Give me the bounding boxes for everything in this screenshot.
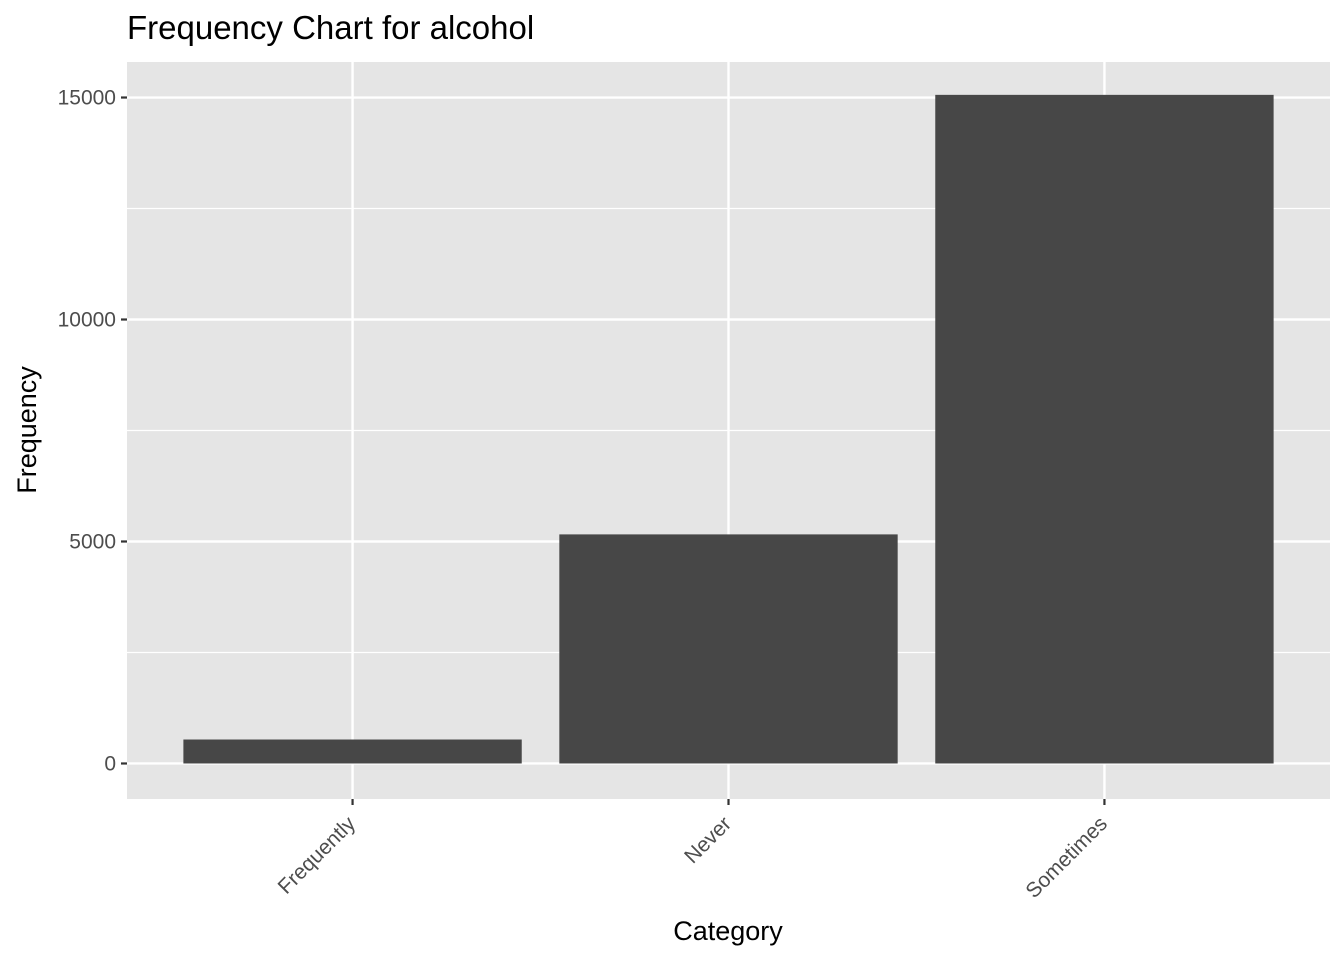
bar-sometimes [935,94,1274,764]
y-axis: 0 5000 10000 15000 [58,87,127,775]
x-tick-label: Frequently [274,812,361,899]
bar-never [559,534,898,764]
x-axis-title: Category [673,916,783,946]
x-tick-label: Never [680,812,736,868]
x-tick-label: Sometimes [1021,812,1112,903]
y-axis-title: Frequency [12,366,42,494]
y-tick-label: 15000 [58,87,116,110]
chart-title: Frequency Chart for alcohol [127,9,534,46]
bar-frequently [183,739,522,764]
bars [183,94,1274,764]
y-tick-label: 0 [104,752,116,775]
y-tick-label: 5000 [69,530,116,553]
y-tick-label: 10000 [58,309,116,332]
x-axis: Frequently Never Sometimes [274,799,1112,903]
